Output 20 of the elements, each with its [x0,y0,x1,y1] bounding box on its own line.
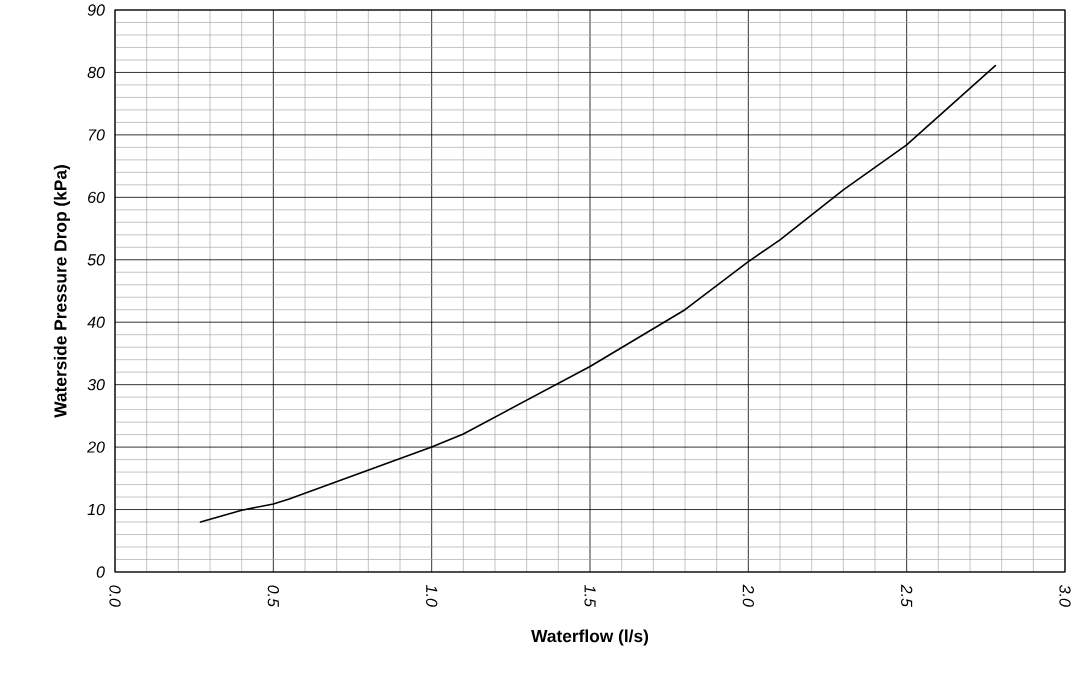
y-tick-label: 20 [87,441,105,453]
y-tick-label: 70 [88,129,105,141]
y-tick-label: 80 [87,66,105,79]
x-tick-label: 0.5 [267,585,279,607]
y-tick-label: 90 [87,4,105,16]
y-tick-label: 50 [87,254,105,266]
y-tick-label: 10 [87,503,105,516]
x-tick-label: 1.0 [426,585,438,607]
y-tick-label: 30 [87,379,105,391]
x-axis-title: Waterflow (l/s) [531,629,649,646]
x-tick-label: 1.5 [584,585,596,607]
y-tick-label: 60 [88,191,105,203]
y-axis-title: Waterside Pressure Drop (kPa) [53,165,71,418]
x-tick-label: 3.0 [1059,585,1071,607]
x-tick-label: 2.5 [901,584,913,607]
line-series [199,64,997,523]
y-tick-label: 40 [87,316,105,328]
y-tick-label: 0 [96,566,105,578]
x-tick-label: 2.0 [742,584,754,607]
x-tick-label: 0.0 [109,585,121,607]
